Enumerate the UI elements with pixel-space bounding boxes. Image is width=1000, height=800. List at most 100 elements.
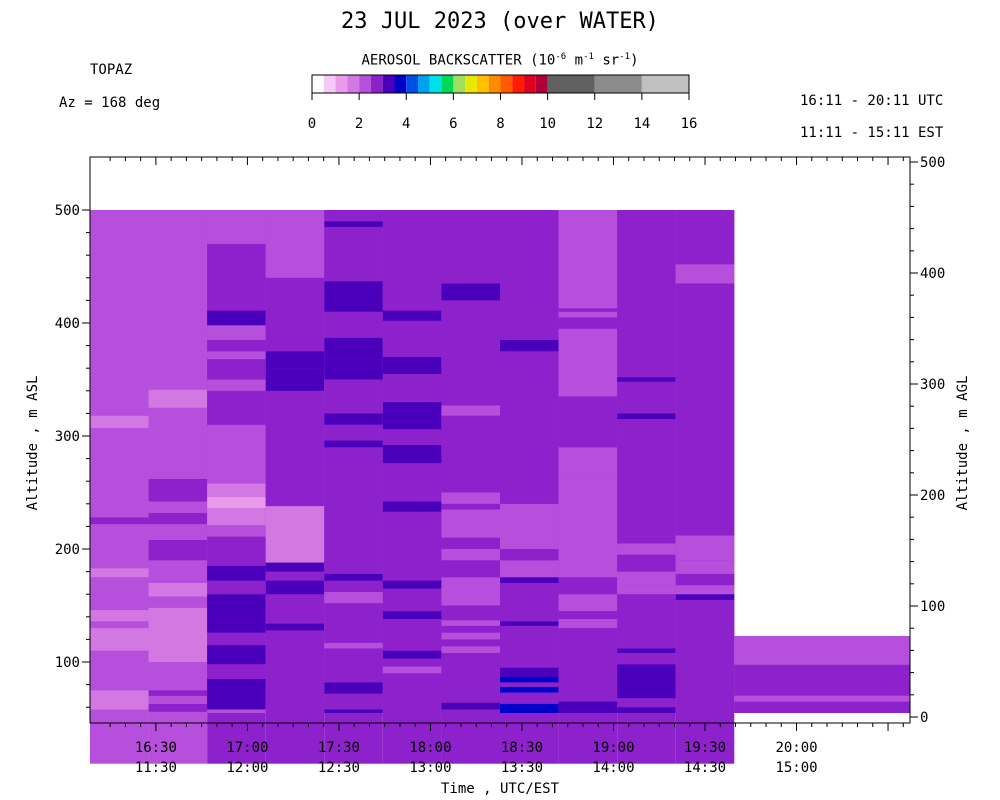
- x-tick-label-utc: 19:30: [684, 740, 726, 756]
- heatmap-cell: [500, 682, 559, 687]
- heatmap-cell: [617, 585, 676, 595]
- heatmap-cell: [500, 692, 559, 704]
- heatmap-cell: [382, 402, 442, 430]
- heatmap-cell: [441, 492, 500, 504]
- heatmap-cell: [207, 580, 266, 595]
- heatmap-cell: [675, 560, 735, 574]
- heatmap-cell: [207, 632, 266, 646]
- heatmap-cell: [90, 524, 149, 569]
- heatmap-cell: [382, 619, 442, 651]
- heatmap-cell: [441, 415, 500, 493]
- heatmap-cell: [617, 543, 676, 555]
- heatmap-cell: [441, 405, 500, 416]
- heatmap-cell: [441, 646, 500, 653]
- heatmap-cell: [617, 419, 676, 544]
- heatmap-cell: [90, 577, 149, 611]
- heatmap-cell: [500, 339, 559, 352]
- heatmap-cell: [148, 210, 208, 390]
- heatmap-cell: [207, 483, 266, 498]
- heatmap-cell: [382, 588, 442, 612]
- colorbar-bin: [500, 75, 513, 93]
- heatmap-cell: [441, 620, 500, 626]
- heatmap-cell: [324, 580, 383, 592]
- heatmap-cell: [675, 264, 735, 284]
- heatmap-cell: [441, 503, 500, 510]
- heatmap-cell: [500, 560, 559, 578]
- heatmap-cell: [207, 359, 266, 380]
- heatmap-cell: [148, 407, 208, 420]
- heatmap-cell: [265, 571, 325, 581]
- heatmap-cell: [558, 611, 618, 620]
- heatmap-cell: [382, 501, 442, 512]
- colorbar-bin: [406, 75, 419, 93]
- heatmap-cell: [441, 549, 500, 561]
- heatmap-cell: [558, 210, 618, 309]
- heatmap-cell: [90, 628, 149, 651]
- heatmap-cell: [148, 582, 208, 597]
- heatmap-cell: [675, 210, 735, 265]
- colorbar-tick-label: 0: [308, 116, 316, 132]
- heatmap-cell: [324, 648, 383, 683]
- heatmap-cell: [148, 478, 208, 502]
- heatmap-cell: [441, 577, 500, 606]
- utc-range-label: 16:11 - 20:11 UTC: [800, 93, 944, 109]
- colorbar-bin: [535, 75, 548, 93]
- heatmap-cell: [324, 311, 383, 338]
- heatmap-cell: [382, 673, 442, 713]
- colorbar-bin: [312, 75, 324, 93]
- colorbar-bin: [370, 75, 383, 93]
- chart-title: 23 JUL 2023 (over WATER): [341, 9, 659, 34]
- heatmap-cell: [148, 539, 208, 561]
- heatmap-cell: [382, 650, 442, 659]
- colorbar-bin: [465, 75, 477, 93]
- heatmap-cell: [324, 243, 383, 282]
- heatmap-cell: [558, 475, 618, 493]
- heatmap-cell: [207, 536, 266, 566]
- colorbar-bin: [429, 75, 442, 93]
- y-axis-label-right: Altitude , m AGL: [955, 376, 971, 511]
- heatmap-cell: [90, 517, 149, 525]
- colorbar-bin: [394, 75, 407, 93]
- heatmap-cell: [90, 568, 149, 578]
- heatmap-cell: [207, 351, 266, 360]
- heatmap-cell: [382, 611, 442, 620]
- y-tick-label-left: 200: [55, 542, 80, 558]
- heatmap-cell: [441, 639, 500, 647]
- y-tick-label-right: 300: [920, 377, 945, 393]
- heatmap-cell: [675, 549, 735, 561]
- heatmap-cell: [558, 317, 618, 329]
- y-axis-label-left: Altitude , m ASL: [25, 376, 41, 511]
- colorbar-bin: [641, 75, 689, 93]
- heatmap-cell: [441, 702, 500, 710]
- heatmap-cell: [324, 210, 383, 222]
- heatmap-cell: [675, 599, 735, 713]
- heatmap-cell: [617, 210, 676, 378]
- heatmap-cell: [558, 549, 618, 578]
- heatmap-cell: [617, 664, 676, 699]
- est-range-label: 11:11 - 15:11 EST: [800, 125, 944, 141]
- y-tick-label-right: 200: [920, 488, 945, 504]
- colorbar-bin: [594, 75, 642, 93]
- heatmap-cell: [207, 508, 266, 526]
- x-tick-label-utc: 17:00: [226, 740, 268, 756]
- azimuth-label: Az = 168 deg: [59, 95, 161, 111]
- y-tick-label-right: 100: [920, 599, 945, 615]
- heatmap-cell: [324, 337, 383, 360]
- heatmap-cell: [148, 703, 208, 712]
- y-tick-label-right: 0: [920, 710, 928, 726]
- heatmap-cell: [148, 501, 208, 513]
- heatmap-cell: [265, 351, 325, 369]
- y-tick-label-left: 500: [55, 203, 80, 219]
- heatmap-cell: [558, 701, 618, 713]
- heatmap-cell: [441, 560, 500, 578]
- heatmap-cell: [558, 492, 618, 549]
- colorbar-bin: [418, 75, 430, 93]
- heatmap-cell: [382, 373, 442, 403]
- heatmap-cell: [675, 585, 735, 595]
- heatmap-cell: [148, 419, 208, 479]
- heatmap-cell: [382, 666, 442, 674]
- heatmap-cell: [324, 573, 383, 581]
- heatmap-cell: [500, 686, 559, 693]
- heatmap-cell: [148, 690, 208, 696]
- x-tick-label-utc: 19:00: [592, 740, 634, 756]
